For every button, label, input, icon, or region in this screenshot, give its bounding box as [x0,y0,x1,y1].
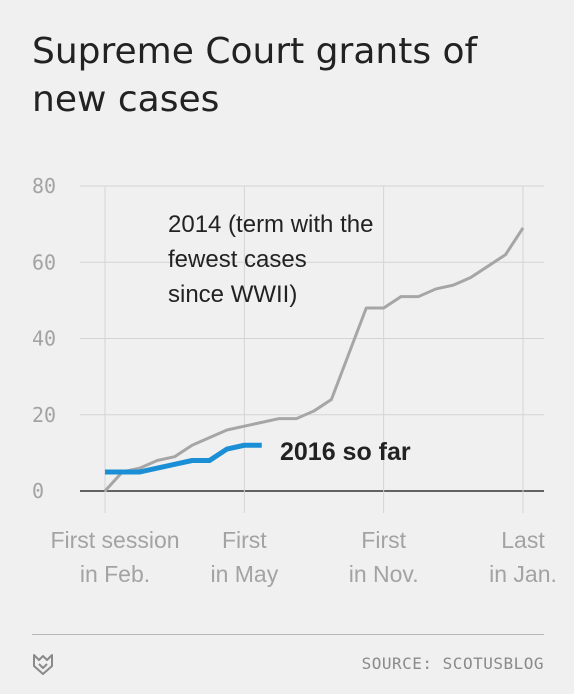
y-tick-label: 60 [32,250,56,274]
fox-logo-icon [33,654,53,675]
series-label-2014: 2014 (term with the [168,211,373,238]
x-tick-label: First session [50,527,179,553]
source-credit: SOURCE: SCOTUSBLOG [361,654,544,673]
y-tick-label: 40 [32,327,56,351]
label-layer: 0 20 40 60 80 First session in Feb. First in May… [32,174,557,587]
x-tick-label: First [222,527,267,553]
series-label-2014: fewest cases [168,246,307,273]
x-tick-label: in May [210,561,278,587]
y-tick-label: 20 [32,403,56,427]
series-line-2016 [105,442,262,475]
footer-divider [32,634,544,635]
line-chart: 0 20 40 60 80 First session in Feb. First in May… [32,174,557,587]
series-label-2014: since WWII) [168,281,297,308]
x-tick-label: in Feb. [80,561,150,587]
x-tick-label: Last [501,527,545,553]
x-tick-label: in Jan. [489,561,557,587]
x-tick-label: in Nov. [349,561,419,587]
chart-title: Supreme Court grants of new cases [32,31,478,120]
y-tick-label: 0 [32,479,44,503]
grid-layer [80,185,544,513]
series-layer [103,227,525,493]
y-tick-label: 80 [32,174,56,198]
series-label-2016: 2016 so far [280,438,411,466]
x-tick-label: First [361,527,406,553]
